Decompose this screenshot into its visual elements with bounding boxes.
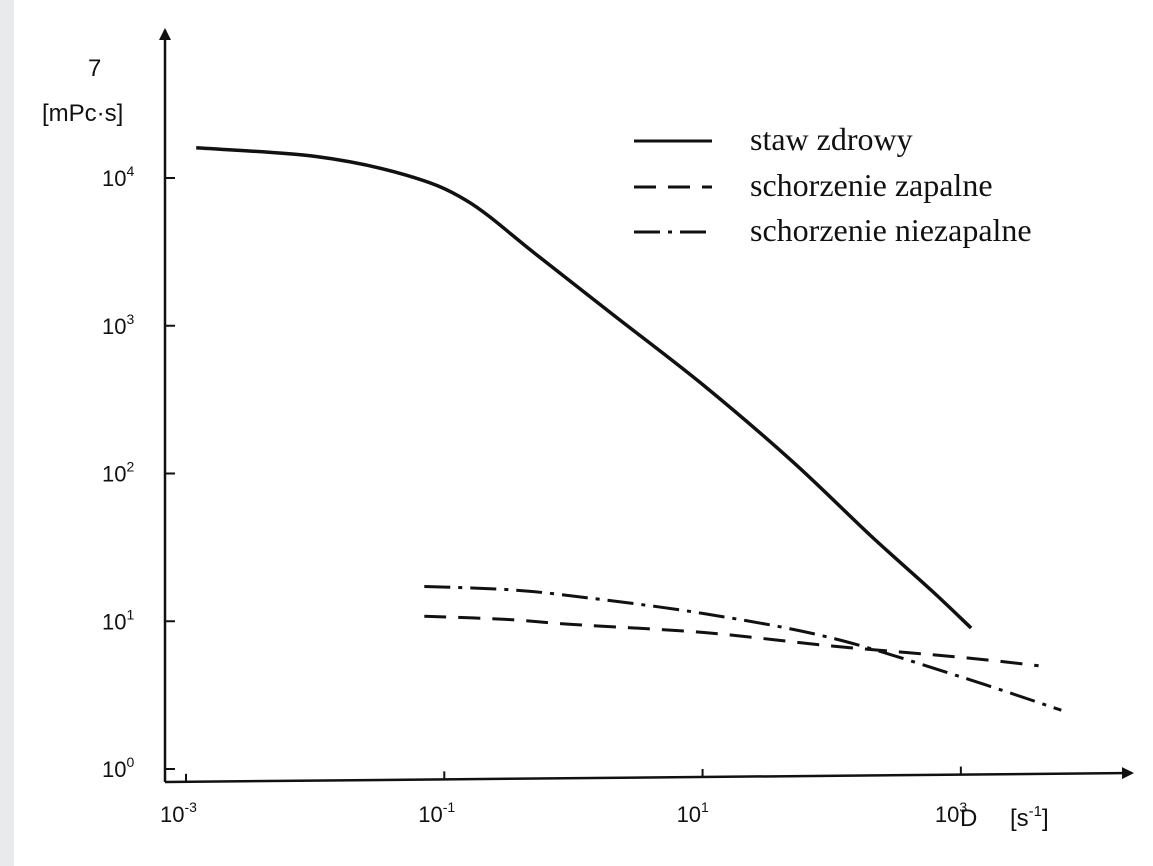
series-line-schorzenie-niezapalne	[424, 585, 1062, 712]
x-axis-unit-exp: -1	[1029, 803, 1042, 820]
x-tick-base: 10	[935, 802, 959, 827]
y-tick-exp: 2	[126, 459, 134, 475]
x-tick-base: 10	[160, 802, 184, 827]
y-axis-symbol: 7	[88, 55, 101, 82]
x-tick-exp: -3	[184, 799, 197, 815]
x-tick-exp: 3	[959, 799, 967, 815]
y-axis-unit: [mPc·s]	[42, 100, 123, 127]
x-tick-exp: -1	[443, 799, 456, 815]
y-tick-label: 104	[102, 163, 134, 191]
y-tick-label: 103	[102, 311, 134, 339]
x-tick-label: 101	[677, 799, 709, 827]
y-tick-base: 10	[102, 462, 126, 487]
series-line-schorzenie-zapalne	[424, 614, 1039, 668]
x-tick-label: 103	[935, 799, 967, 827]
y-tick-base: 10	[102, 314, 126, 339]
y-tick-exp: 0	[126, 754, 134, 770]
legend-label-staw-zdrowy: staw zdrowy	[750, 121, 913, 157]
y-tick-base: 10	[102, 166, 126, 191]
series-line-staw-zdrowy	[196, 146, 973, 630]
x-axis-unit-base: [s	[1010, 805, 1029, 832]
x-axis-unit: [s-1]	[1010, 803, 1049, 832]
y-tick-exp: 1	[126, 606, 134, 622]
x-tick-label: 10-1	[418, 799, 455, 827]
chart-frame: 100 101 102 103 104 10-3 10-1 101 103 7 [mPc·s]…	[14, 0, 1153, 866]
legend-label-schorzenie-zapalne: schorzenie zapalne	[750, 167, 993, 203]
y-tick-label: 101	[102, 606, 134, 634]
legend-label-schorzenie-niezapalne: schorzenie niezapalne	[750, 212, 1032, 248]
x-tick-exp: 1	[701, 799, 709, 815]
x-tick-base: 10	[677, 802, 701, 827]
y-tick-label: 100	[102, 754, 134, 782]
y-tick-exp: 3	[126, 311, 134, 327]
x-axis	[164, 767, 1134, 784]
y-tick-exp: 4	[126, 163, 134, 179]
x-axis-symbol: D	[960, 805, 977, 832]
y-tick-base: 10	[102, 609, 126, 634]
series-lines	[196, 146, 1062, 712]
legend: staw zdrowy schorzenie zapalne schorzeni…	[634, 121, 1032, 248]
x-tick-label: 10-3	[160, 799, 197, 827]
x-ticks: 10-3 10-1 101 103	[160, 766, 967, 827]
y-tick-base: 10	[102, 757, 126, 782]
x-tick-base: 10	[418, 802, 442, 827]
x-axis-unit-close: ]	[1042, 805, 1049, 832]
y-tick-label: 102	[102, 459, 134, 487]
